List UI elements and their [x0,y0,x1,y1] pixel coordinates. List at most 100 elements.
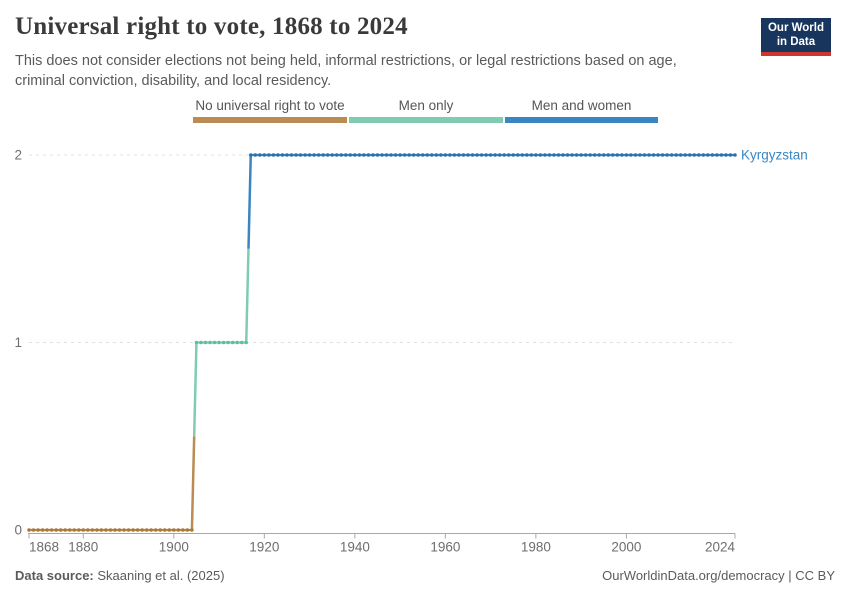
data-point-dot [710,153,715,157]
data-point-dot [624,153,629,157]
data-point-dot [638,153,642,157]
legend-label: Men only [398,98,454,113]
legend-label: No universal right to vote [195,98,345,113]
data-point-dot [153,528,158,532]
data-point-dot [344,153,348,157]
data-point-dot [389,153,393,157]
data-point-dot [520,153,525,157]
data-point-dot [597,153,601,157]
legend: No universal right to vote Men only Men … [193,98,658,123]
data-point-dot [67,528,72,532]
legend-item-no-universal-right: No universal right to vote [193,98,347,123]
chart-subtitle: This does not consider elections not bei… [15,53,677,90]
data-point-dot [547,153,552,157]
data-point-dot [104,528,108,532]
data-point-dot [588,153,592,157]
data-point-dot [692,153,697,157]
data-point-dot [411,153,416,157]
data-point-dot [235,340,239,345]
data-point-dot [683,153,687,157]
data-point-dot [303,153,307,157]
data-point-dot [715,153,719,157]
data-point-dot [674,153,678,157]
data-point-dot [665,153,669,157]
data-point-dot [420,153,425,157]
data-point-dot [416,153,420,157]
data-point-dot [669,153,674,157]
data-point-dot [135,528,140,532]
data-point-dot [77,528,81,532]
data-point-dot [506,153,511,157]
data-point-dot [334,153,339,157]
data-point-dot [660,153,665,157]
data-point-dot [86,528,90,532]
data-point-dot [208,340,212,345]
owid-logo-line2: in Data [776,36,816,49]
legend-label: Men and women [531,98,632,113]
series-transition-upper [247,154,253,249]
data-point-dot [466,153,470,157]
data-point-dot [144,528,149,532]
data-point-dot [289,153,294,157]
data-point-dot [629,153,633,157]
data-point-dot [516,153,520,157]
data-point-dot [108,528,113,532]
data-point-dot [570,153,574,157]
owid-logo[interactable]: Our World in Data [760,18,831,56]
legend-item-men-and-women: Men and women [505,98,658,123]
data-point-dot [439,153,443,157]
data-point-dot [126,528,131,532]
data-point-dot [479,153,484,157]
x-tick-label: 1960 [430,540,460,555]
data-source: Data source: Skaaning et al. (2025) [15,568,225,583]
data-point-dot [384,153,389,157]
data-point-dot [678,153,683,157]
data-point-dot [443,153,448,157]
data-point-dot [728,153,733,157]
data-point-dot [325,153,330,157]
data-point-dot [249,153,253,157]
data-point-dot [271,153,276,157]
data-point-dot [556,153,561,157]
data-point-dot [36,528,40,532]
data-point-dot [448,153,452,157]
data-point-dot [58,528,63,532]
data-point-dot [475,153,479,157]
data-point-dot [497,153,502,157]
legend-color-bar [349,117,503,123]
data-point-dot [276,153,280,157]
data-point-dot [49,528,54,532]
data-point-dot [298,153,303,157]
data-point-dot [90,528,95,532]
x-tick-label: 2024 [705,540,736,555]
data-point-dot [185,528,190,532]
series-transition-upper [192,342,198,437]
data-point-dot [620,153,624,157]
data-point-dot [656,153,660,157]
x-tick-label: 1940 [340,540,370,555]
data-point-dot [724,153,728,157]
data-point-dot [706,153,710,157]
data-point-dot [348,153,353,157]
data-point-dot [493,153,497,157]
series-transition-lower [190,436,196,531]
data-point-dot [633,153,638,157]
data-point-dot [579,153,583,157]
data-point-dot [484,153,488,157]
data-point-dot [45,528,49,532]
data-point-dot [194,340,199,345]
y-tick-label: 2 [14,148,22,163]
data-point-dot [131,528,135,532]
data-point-dot [239,340,244,345]
data-point-dot [95,528,99,532]
data-point-dot [561,153,565,157]
data-point-dot [615,153,620,157]
data-point-dot [366,153,371,157]
data-point-dot [602,153,606,157]
data-point-dot [312,153,316,157]
data-point-dot [226,340,230,345]
owid-url-license[interactable]: OurWorldinData.org/democracy | CC BY [602,568,835,583]
data-point-dot [244,340,248,345]
data-point-dot [54,528,58,532]
